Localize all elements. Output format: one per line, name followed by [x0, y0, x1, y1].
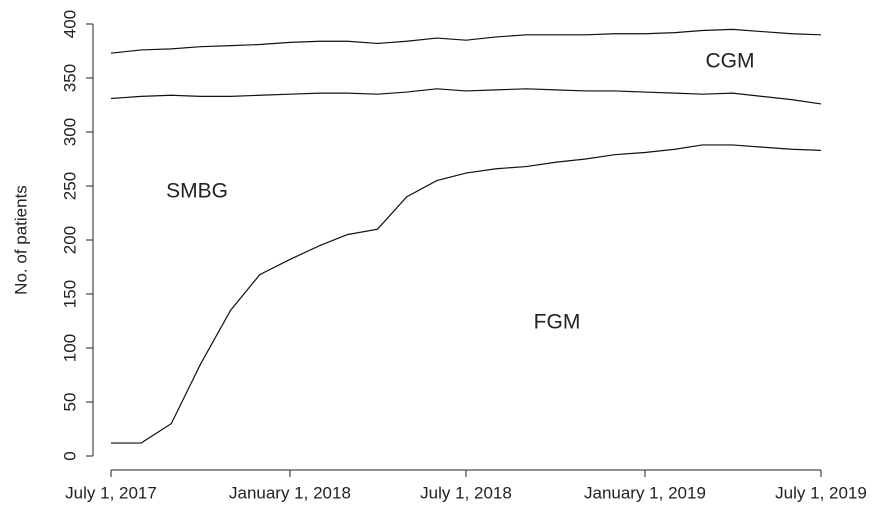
annotation: CGM	[706, 50, 755, 73]
y-tick-label: 100	[60, 334, 79, 362]
y-tick-label: 250	[60, 172, 79, 200]
y-tick-label: 300	[60, 118, 79, 146]
y-tick-label: 0	[60, 451, 79, 460]
series-line	[111, 144, 822, 444]
annotation: FGM	[534, 311, 581, 334]
series-line	[110, 88, 822, 105]
y-tick-label: 50	[60, 393, 79, 412]
y-axis-label: No. of patients	[11, 185, 30, 295]
x-tick-label: July 1, 2017	[65, 483, 157, 502]
y-tick-label: 200	[60, 226, 79, 254]
x-tick-label: July 1, 2019	[775, 483, 867, 502]
y-tick-label: 400	[60, 10, 79, 38]
y-tick-label: 150	[60, 280, 79, 308]
x-tick-label: July 1, 2018	[420, 483, 512, 502]
series-line	[110, 28, 822, 54]
y-tick-label: 350	[60, 64, 79, 92]
annotation: SMBG	[166, 180, 228, 203]
x-tick-label: January 1, 2018	[229, 483, 351, 502]
x-tick-label: January 1, 2019	[584, 483, 706, 502]
